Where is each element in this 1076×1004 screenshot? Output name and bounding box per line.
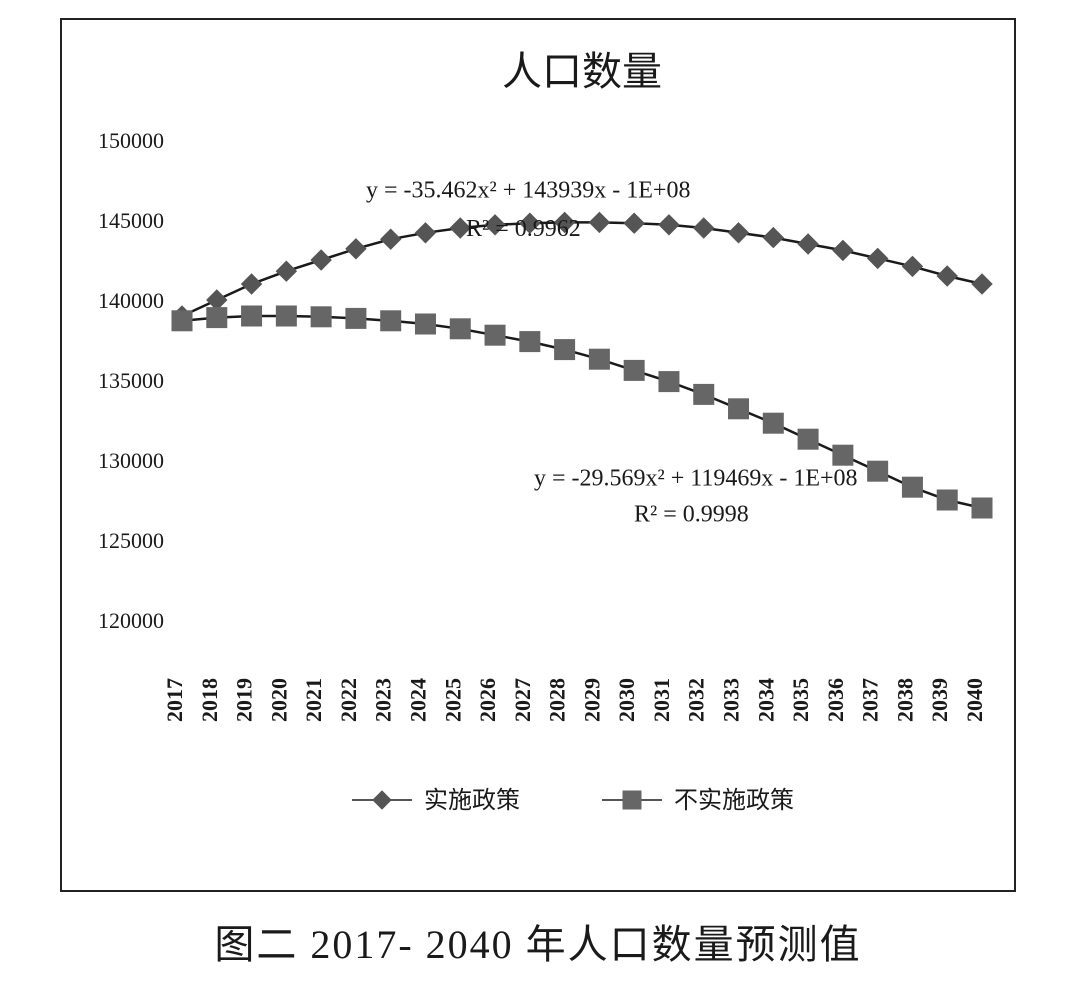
x-tick-label: 2027 [510, 678, 535, 722]
diamond-marker [833, 240, 853, 260]
x-tick-label: 2036 [823, 678, 848, 722]
diamond-marker [415, 223, 435, 243]
x-tick-label: 2033 [719, 678, 744, 722]
legend-label: 实施政策 [424, 787, 520, 814]
square-marker [972, 498, 992, 518]
square-marker [763, 413, 783, 433]
square-marker [415, 314, 435, 334]
diamond-marker [242, 274, 262, 294]
population-chart-svg: 人口数量 120000 125000 130000 135000 140000 145000… [62, 20, 1002, 890]
square-marker [937, 490, 957, 510]
y-tick-label: 125000 [98, 528, 164, 553]
chart-legend: 实施政策 不实施政策 [352, 787, 794, 814]
square-marker [798, 429, 818, 449]
figure-caption: 图二 2017- 2040 年人口数量预测值 [0, 912, 1076, 970]
x-tick-label: 2038 [892, 678, 917, 722]
diamond-marker [763, 228, 783, 248]
square-marker [520, 332, 540, 352]
y-tick-label: 140000 [98, 288, 164, 313]
x-tick-label: 2039 [927, 678, 952, 722]
diamond-marker [207, 290, 227, 310]
chart-title: 人口数量 [502, 49, 662, 94]
equation-r2: R² = 0.9998 [634, 502, 749, 528]
diamond-marker [798, 234, 818, 254]
x-tick-label: 2026 [475, 678, 500, 722]
x-tick-label: 2018 [197, 678, 222, 722]
square-marker [311, 307, 331, 327]
square-marker [450, 319, 470, 339]
square-marker [624, 360, 644, 380]
diamond-marker [276, 261, 296, 281]
diamond-marker [729, 223, 749, 243]
diamond-marker [311, 250, 331, 270]
x-tick-label: 2030 [614, 678, 639, 722]
equation-r2: R² = 0.9962 [466, 216, 581, 242]
y-tick-label: 150000 [98, 128, 164, 153]
x-tick-label: 2022 [336, 678, 361, 722]
x-tick-label: 2024 [405, 678, 430, 722]
square-marker [381, 311, 401, 331]
square-marker [623, 791, 641, 809]
x-tick-label: 2028 [545, 678, 570, 722]
x-tick-label: 2023 [371, 678, 396, 722]
square-marker [346, 308, 366, 328]
x-tick-label: 2020 [266, 678, 291, 722]
diamond-marker [902, 256, 922, 276]
square-marker [485, 325, 505, 345]
diamond-marker [346, 239, 366, 259]
diamond-marker [694, 218, 714, 238]
equation-formula: y = -29.569x² + 119469x - 1E+08 [534, 466, 858, 492]
x-tick-label: 2029 [579, 678, 604, 722]
diamond-marker [972, 274, 992, 294]
square-marker [555, 340, 575, 360]
square-marker [902, 477, 922, 497]
square-marker [207, 308, 227, 328]
square-marker [589, 349, 609, 369]
y-tick-label: 130000 [98, 448, 164, 473]
y-tick-label: 120000 [98, 608, 164, 633]
diamond-marker [868, 248, 888, 268]
chart-container: 人口数量 120000 125000 130000 135000 140000 145000… [62, 20, 1014, 890]
diamond-marker [937, 266, 957, 286]
square-marker [833, 445, 853, 465]
series-trendline [182, 222, 982, 316]
square-marker [694, 384, 714, 404]
square-marker [659, 372, 679, 392]
chart-frame: 人口数量 120000 125000 130000 135000 140000 145000… [60, 18, 1016, 892]
x-tick-label: 2034 [753, 678, 778, 722]
x-tick-label: 2040 [962, 678, 987, 722]
y-tick-label: 145000 [98, 208, 164, 233]
square-marker [242, 306, 262, 326]
x-tick-label: 2035 [788, 678, 813, 722]
diamond-marker [373, 791, 391, 809]
square-marker [729, 399, 749, 419]
diamond-marker [381, 229, 401, 249]
square-marker [172, 311, 192, 331]
diamond-marker [589, 212, 609, 232]
x-tick-label: 2037 [858, 678, 883, 722]
x-tick-label: 2019 [232, 678, 257, 722]
x-tick-label: 2031 [649, 678, 674, 722]
x-tick-label: 2032 [684, 678, 709, 722]
legend-label: 不实施政策 [674, 787, 794, 814]
x-tick-label: 2017 [162, 678, 187, 722]
x-tick-label: 2025 [440, 678, 465, 722]
square-marker [276, 306, 296, 326]
diamond-marker [659, 215, 679, 235]
equation-formula: y = -35.462x² + 143939x - 1E+08 [366, 178, 690, 204]
y-tick-label: 135000 [98, 368, 164, 393]
x-tick-label: 2021 [301, 678, 326, 722]
square-marker [868, 461, 888, 481]
diamond-marker [624, 213, 644, 233]
